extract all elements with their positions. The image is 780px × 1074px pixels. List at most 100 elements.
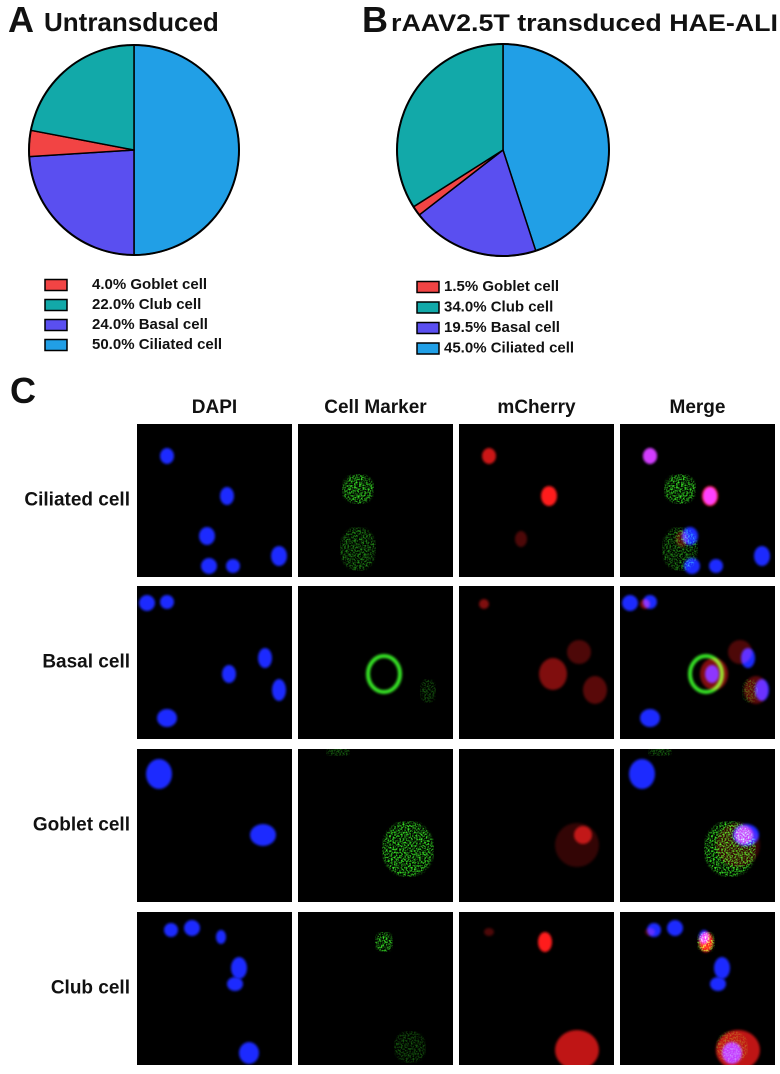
micrograph — [137, 749, 292, 902]
pie-title: Untransduced — [44, 7, 219, 37]
cell-signal — [250, 824, 276, 846]
micrograph — [620, 912, 775, 1070]
cell-signal — [222, 665, 236, 683]
cell-signal — [227, 977, 243, 991]
panel-label: B — [362, 0, 388, 40]
legend-entry: 50.0% Ciliated cell — [92, 336, 222, 353]
legend-label: Basal cell — [139, 316, 208, 333]
channel — [139, 595, 286, 727]
legend-swatch — [44, 278, 68, 292]
channel — [515, 531, 527, 547]
legend-label: Club cell — [139, 296, 202, 313]
cell-signal — [220, 487, 234, 505]
channel — [479, 599, 489, 609]
cell-signal — [709, 559, 723, 573]
channel — [699, 932, 713, 952]
channel — [160, 448, 287, 574]
cell-signal — [555, 823, 599, 867]
cell-signal — [420, 679, 436, 703]
channel — [375, 932, 393, 952]
legend-swatch — [44, 338, 68, 352]
cell-signal — [164, 923, 178, 937]
micrograph-bg — [459, 749, 614, 902]
cell-signal — [258, 648, 272, 668]
channel — [366, 654, 402, 694]
legend-value: 19.5% — [444, 319, 487, 336]
legend-swatch — [44, 298, 68, 312]
cell-signal — [716, 823, 760, 867]
micrograph — [620, 424, 775, 577]
channel — [648, 748, 672, 756]
cell-signal — [342, 474, 374, 504]
legend-value: 22.0% — [92, 296, 135, 313]
legend-entry: 45.0% Ciliated cell — [444, 339, 574, 356]
row-label: Goblet cell — [33, 815, 130, 836]
cell-signal — [375, 932, 393, 952]
channel — [482, 448, 496, 464]
legend-entry: 34.0% Club cell — [444, 298, 553, 315]
channel — [340, 527, 376, 571]
legend-swatch — [416, 342, 440, 355]
cell-signal — [366, 654, 402, 694]
micrograph — [137, 912, 292, 1065]
micrograph — [298, 424, 453, 577]
cell-signal — [239, 1042, 259, 1064]
legend-swatch — [44, 318, 68, 332]
cell-signal — [201, 558, 217, 574]
micrograph-bg — [137, 912, 292, 1065]
channel — [555, 1030, 599, 1070]
pie-slice — [28, 149, 135, 256]
channel — [583, 676, 607, 704]
cell-signal — [744, 676, 768, 704]
legend-entry: 4.0% Goblet cell — [92, 276, 207, 293]
legend-swatch — [416, 280, 440, 294]
cell-signal — [515, 531, 527, 547]
panel-label: C — [10, 370, 36, 411]
micrograph — [298, 586, 453, 739]
cell-signal — [728, 640, 752, 664]
legend-swatch — [416, 301, 440, 314]
channel — [744, 676, 768, 704]
channel — [662, 527, 698, 571]
cell-signal — [676, 531, 688, 547]
legend-entry: 1.5% Goblet cell — [444, 278, 559, 295]
micrograph — [620, 748, 775, 902]
row-label: Basal cell — [42, 652, 130, 673]
cell-signal — [199, 527, 215, 545]
legend-label: Basal cell — [491, 319, 560, 336]
panel-label: A — [8, 0, 34, 40]
cell-signal — [664, 474, 696, 504]
pie-outline — [396, 43, 610, 257]
micrograph — [298, 748, 453, 902]
cell-signal — [382, 821, 434, 877]
row-label: Club cell — [51, 978, 130, 999]
legend-label: Goblet cell — [482, 278, 559, 295]
channel — [538, 932, 552, 952]
cell-signal — [394, 1031, 426, 1063]
channel — [676, 531, 688, 547]
channel — [700, 658, 728, 690]
legend-entry: 22.0% Club cell — [92, 296, 201, 313]
channel — [664, 474, 696, 504]
micrograph — [459, 749, 614, 902]
channel — [728, 640, 752, 664]
pie-title: rAAV2.5T transduced HAE-ALI — [391, 10, 778, 37]
cell-signal — [479, 599, 489, 609]
cell-signal — [226, 559, 240, 573]
cell-signal — [648, 748, 672, 756]
cell-signal — [326, 748, 350, 756]
cell-signal — [622, 595, 638, 611]
cell-signal — [139, 595, 155, 611]
cell-signal — [716, 1030, 760, 1070]
micrograph — [459, 586, 614, 739]
legend-label: Ciliated cell — [139, 336, 222, 353]
cell-signal — [643, 448, 657, 464]
cell-signal — [640, 599, 650, 609]
column-header: DAPI — [192, 397, 237, 418]
cell-signal — [184, 920, 200, 936]
channel — [541, 486, 557, 506]
channel — [555, 823, 599, 867]
micrograph — [137, 424, 292, 577]
cell-signal — [702, 486, 718, 506]
cell-signal — [567, 640, 591, 664]
